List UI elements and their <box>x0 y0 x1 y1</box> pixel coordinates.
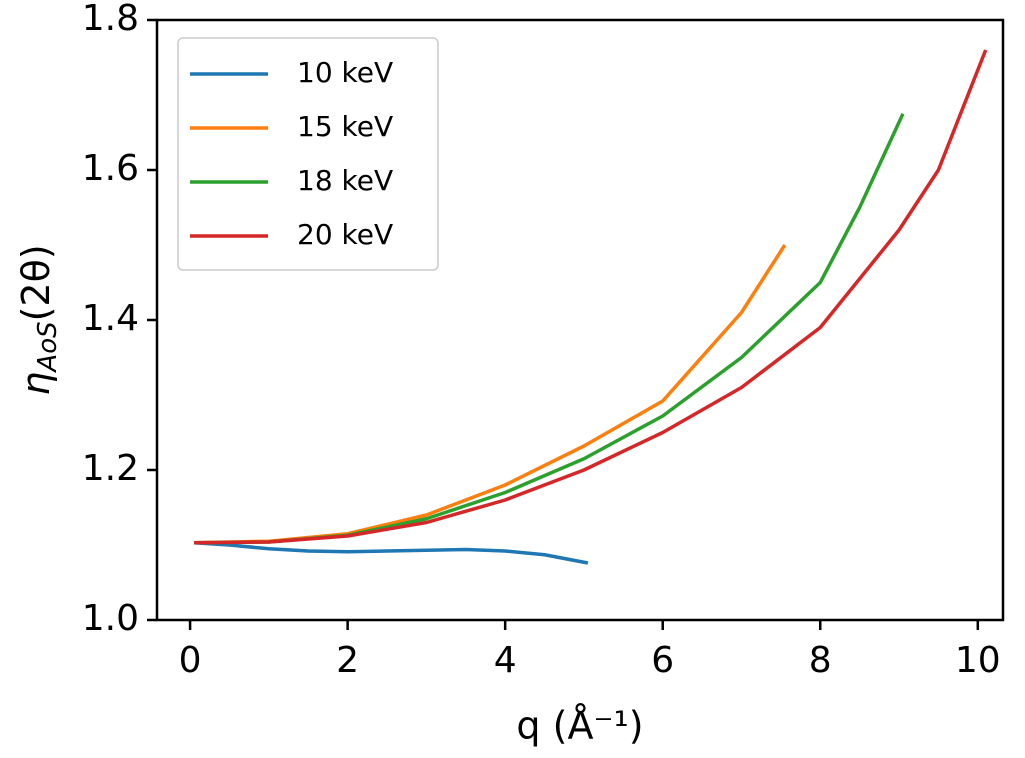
x-tick-label: 4 <box>494 640 517 681</box>
line <box>193 541 589 565</box>
legend-label: 18 keV <box>297 164 393 197</box>
legend-label: 15 keV <box>297 110 393 143</box>
x-tick-label: 6 <box>651 640 674 681</box>
plot-frame <box>155 18 1005 622</box>
legend-box <box>177 37 439 271</box>
y-tick-label: 1.0 <box>82 598 139 639</box>
x-tick-label: 0 <box>179 640 202 681</box>
x-axis-label: q (Å⁻¹) <box>516 704 643 748</box>
y-tick-label: 1.8 <box>82 0 139 39</box>
x-tick-label: 8 <box>809 640 832 681</box>
y-tick-label: 1.2 <box>82 448 139 489</box>
y-tick-label: 1.6 <box>82 148 139 189</box>
y-label-sub: AoS <box>33 321 63 373</box>
x-tick-label: 2 <box>336 640 359 681</box>
x-tick-label: 10 <box>955 640 1001 681</box>
y-axis-label: ηAoS(2θ) <box>14 244 63 395</box>
legend-label: 20 keV <box>297 218 393 251</box>
legend-label: 10 keV <box>297 56 393 89</box>
y-label-rest: (2θ) <box>14 244 58 321</box>
y-label-main: η <box>14 372 58 396</box>
line <box>194 49 988 545</box>
y-tick-label: 1.4 <box>82 298 139 339</box>
